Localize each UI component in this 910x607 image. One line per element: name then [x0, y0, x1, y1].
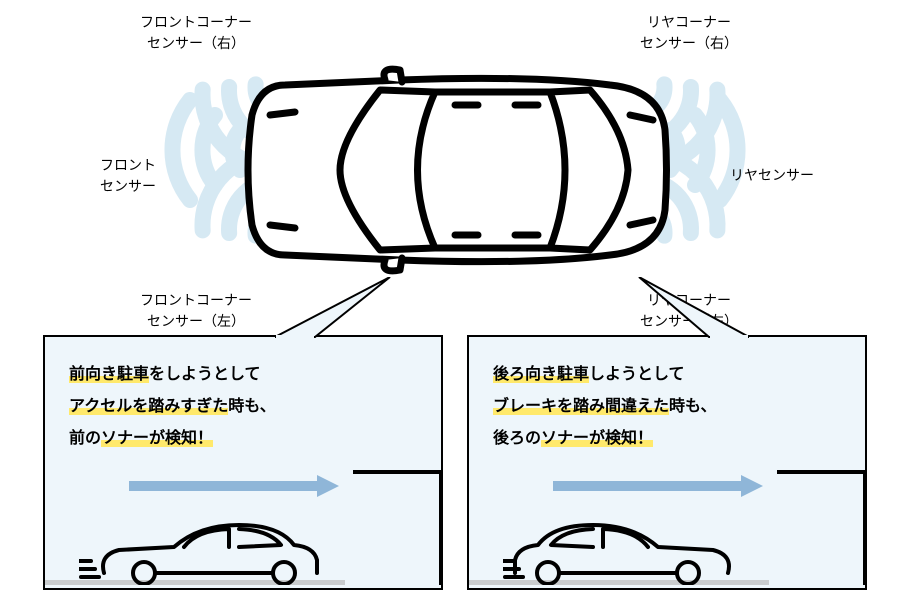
t-hl: 前向き駐車: [69, 366, 149, 383]
arrow-icon: [553, 475, 763, 497]
scene-reverse: [493, 465, 841, 585]
label-rear-corner-right: リヤコーナー センサー（右）: [640, 12, 738, 54]
label-front-corner-right: フロントコーナー センサー（右）: [140, 12, 252, 54]
label-front-corner-left: フロントコーナー センサー（左）: [140, 290, 252, 332]
t-hl: 後ろ向き駐車: [493, 366, 589, 383]
callout-panels: 前向き駐車をしようとして アクセルを踏みすぎた時も、 前のソナーが検知！: [0, 335, 910, 590]
t: をしようとして: [149, 366, 261, 383]
car-side-icon: [503, 515, 753, 585]
t: 時も、: [669, 398, 717, 415]
label-rear: リヤセンサー: [730, 165, 814, 186]
panel-front-parking: 前向き駐車をしようとして アクセルを踏みすぎた時も、 前のソナーが検知！: [43, 335, 443, 590]
panel-rear-parking: 後ろ向き駐車しようとして ブレーキを踏み間違えた時も、 後ろのソナーが検知！: [467, 335, 867, 590]
scene-forward: [69, 465, 417, 585]
label-front: フロント センサー: [100, 155, 156, 197]
arrow-icon: [129, 475, 339, 497]
sensor-diagram: フロントコーナー センサー（右） リヤコーナー センサー（右） フロント センサ…: [0, 0, 910, 330]
t-hl: アクセルを踏みすぎた: [69, 398, 228, 415]
t: 後ろの: [493, 430, 541, 447]
panel-text: 前向き駐車をしようとして アクセルを踏みすぎた時も、 前のソナーが検知！: [69, 359, 417, 455]
t: 時も、: [228, 398, 276, 415]
car-side-icon: [79, 515, 329, 585]
t-hl: ソナーが検知！: [101, 430, 213, 447]
t-hl: ソナーが検知！: [541, 430, 653, 447]
speech-pointer-icon: [275, 277, 395, 339]
t-hl: ブレーキを踏み間違えた: [493, 398, 669, 415]
car-top-view: [230, 60, 680, 280]
t: しようとして: [589, 366, 685, 383]
t: 前の: [69, 430, 101, 447]
panel-text: 後ろ向き駐車しようとして ブレーキを踏み間違えた時も、 後ろのソナーが検知！: [493, 359, 841, 455]
speech-pointer-icon: [619, 277, 749, 339]
